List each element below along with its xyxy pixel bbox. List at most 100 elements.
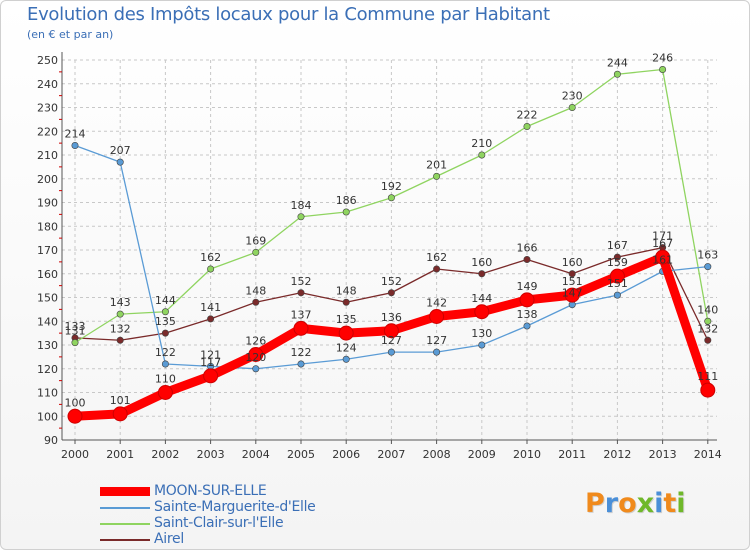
data-point bbox=[478, 151, 486, 159]
legend-swatch bbox=[100, 487, 150, 496]
x-tick-label: 2014 bbox=[694, 448, 722, 461]
data-point bbox=[700, 382, 716, 398]
data-point bbox=[659, 66, 667, 74]
x-tick-label: 2009 bbox=[468, 448, 496, 461]
data-label: 100 bbox=[65, 396, 86, 409]
data-label: 147 bbox=[562, 287, 583, 300]
data-label: 151 bbox=[562, 275, 583, 288]
y-tick-label: 130 bbox=[37, 339, 58, 352]
data-point bbox=[613, 70, 621, 78]
data-point bbox=[523, 123, 531, 131]
data-label: 120 bbox=[245, 351, 266, 364]
data-point bbox=[704, 317, 712, 325]
logo-letter: P bbox=[585, 488, 605, 519]
y-tick-label: 230 bbox=[37, 102, 58, 115]
data-point bbox=[112, 406, 128, 422]
data-point bbox=[474, 304, 490, 320]
x-tick-label: 2008 bbox=[423, 448, 451, 461]
data-label: 122 bbox=[291, 346, 312, 359]
x-tick-label: 2010 bbox=[513, 448, 541, 461]
data-label: 136 bbox=[381, 311, 402, 324]
data-label: 159 bbox=[607, 256, 628, 269]
data-label: 144 bbox=[471, 292, 492, 305]
data-point bbox=[297, 289, 305, 297]
data-label: 167 bbox=[607, 239, 628, 252]
data-label: 144 bbox=[155, 294, 176, 307]
y-tick-label: 160 bbox=[37, 268, 58, 281]
data-point bbox=[203, 368, 219, 384]
logo-letter: i bbox=[676, 488, 686, 519]
data-label: 246 bbox=[652, 52, 673, 65]
data-point bbox=[207, 265, 215, 273]
data-point bbox=[207, 315, 215, 323]
data-point bbox=[613, 253, 621, 261]
legend-item: Sainte-Marguerite-d'Elle bbox=[100, 499, 420, 516]
data-point bbox=[523, 255, 531, 263]
data-label: 201 bbox=[426, 158, 447, 171]
x-tick-label: 2003 bbox=[197, 448, 225, 461]
y-tick-label: 90 bbox=[44, 434, 58, 447]
data-label: 124 bbox=[336, 341, 357, 354]
data-label: 127 bbox=[381, 334, 402, 347]
data-point bbox=[433, 172, 441, 180]
y-tick-label: 210 bbox=[37, 149, 58, 162]
legend-item: Saint-Clair-sur-l'Elle bbox=[100, 515, 420, 532]
data-label: 152 bbox=[381, 275, 402, 288]
data-label-layer: 100 101 110 117 126 137 135 136 142 144 149 151 159 1… bbox=[65, 52, 719, 410]
data-label: 131 bbox=[65, 325, 86, 338]
y-tick-label: 100 bbox=[37, 410, 58, 423]
y-tick-label: 190 bbox=[37, 197, 58, 210]
data-point bbox=[387, 289, 395, 297]
data-point bbox=[338, 325, 354, 341]
axis-layer: 90 100 110 120 130 140 150 160 170 180 190 200 210 22… bbox=[37, 52, 722, 461]
data-point bbox=[71, 339, 79, 347]
data-label: 222 bbox=[517, 109, 538, 122]
data-label: 152 bbox=[291, 275, 312, 288]
legend-item: Airel bbox=[100, 531, 420, 548]
y-tick-label: 240 bbox=[37, 78, 58, 91]
data-label: 161 bbox=[652, 253, 673, 266]
data-point bbox=[704, 263, 712, 271]
data-label: 126 bbox=[245, 335, 266, 348]
data-label: 171 bbox=[652, 230, 673, 243]
data-point bbox=[252, 248, 260, 256]
data-label: 230 bbox=[562, 90, 583, 103]
data-label: 149 bbox=[517, 280, 538, 293]
series-layer bbox=[67, 66, 716, 424]
data-label: 127 bbox=[426, 334, 447, 347]
data-label: 162 bbox=[200, 251, 221, 264]
data-label: 148 bbox=[336, 284, 357, 297]
data-label: 110 bbox=[155, 373, 176, 386]
y-tick-label: 110 bbox=[37, 387, 58, 400]
data-label: 130 bbox=[471, 327, 492, 340]
data-label: 214 bbox=[65, 128, 86, 141]
y-tick-label: 200 bbox=[37, 173, 58, 186]
x-tick-label: 2011 bbox=[558, 448, 586, 461]
y-tick-label: 150 bbox=[37, 292, 58, 305]
data-point bbox=[248, 347, 264, 362]
data-label: 151 bbox=[607, 277, 628, 290]
legend-swatch bbox=[100, 539, 150, 541]
data-point bbox=[157, 385, 173, 400]
data-label: 169 bbox=[245, 234, 266, 247]
y-tick-label: 170 bbox=[37, 244, 58, 257]
y-tick-label: 180 bbox=[37, 220, 58, 233]
data-point bbox=[478, 270, 486, 278]
data-label: 163 bbox=[697, 249, 718, 262]
legend-label: Saint-Clair-sur-l'Elle bbox=[154, 515, 284, 531]
data-point bbox=[433, 348, 441, 356]
legend-label: Sainte-Marguerite-d'Elle bbox=[154, 499, 316, 515]
x-tick-label: 2001 bbox=[106, 448, 134, 461]
data-point bbox=[523, 322, 531, 330]
y-tick-label: 120 bbox=[37, 363, 58, 376]
data-point bbox=[116, 310, 124, 318]
data-point bbox=[161, 329, 169, 337]
logo-letter: t bbox=[663, 488, 677, 519]
data-point bbox=[433, 265, 441, 273]
data-point bbox=[609, 268, 625, 284]
x-tick-label: 2000 bbox=[61, 448, 89, 461]
data-label: 160 bbox=[562, 256, 583, 269]
logo-letter: r bbox=[604, 488, 619, 519]
data-point bbox=[655, 249, 671, 265]
x-tick-label: 2012 bbox=[603, 448, 631, 461]
